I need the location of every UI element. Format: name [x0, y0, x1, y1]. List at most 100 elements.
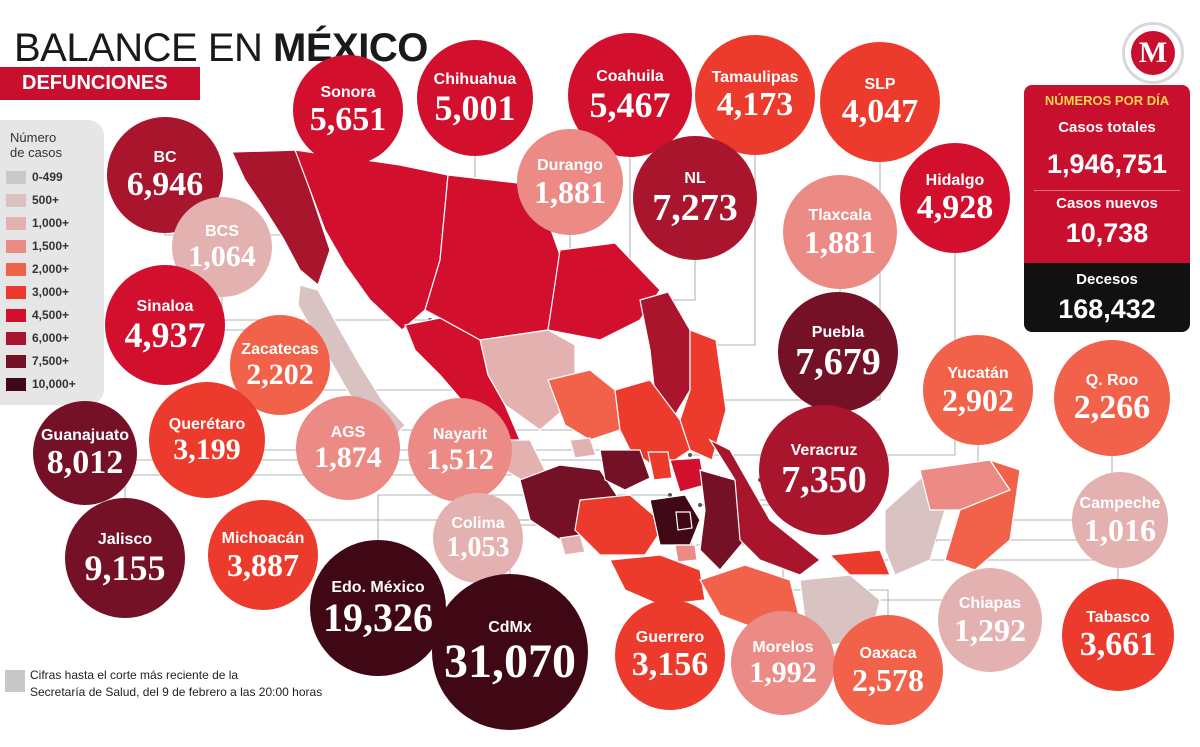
state-label: Nayarit [432, 425, 488, 443]
legend-label: 3,000+ [32, 285, 70, 299]
bubble-puebla: Puebla 7,679 [778, 292, 898, 412]
legend-title-line2: de casos [10, 145, 63, 160]
bubble-chiapas: Chiapas 1,292 [938, 568, 1042, 672]
state-regions [231, 149, 1021, 646]
state-label: BCS [205, 222, 239, 240]
legend-swatch [6, 377, 26, 391]
state-value: 1,064 [188, 239, 256, 273]
state-label: Campeche [1079, 494, 1161, 512]
legend-item-5: 3,000+ [6, 283, 69, 301]
state-label: Sonora [320, 83, 376, 101]
state-label: Oaxaca [859, 644, 917, 662]
state-label: Morelos [752, 638, 814, 656]
legend-item-6: 4,500+ [6, 306, 69, 324]
region-cdmx [675, 511, 693, 531]
title-light: BALANCE EN [14, 26, 274, 70]
state-value: 8,012 [46, 443, 124, 481]
region-veracruz [708, 438, 821, 576]
state-value: 6,946 [126, 165, 204, 203]
state-label: Sinaloa [136, 297, 194, 315]
bubble-nl: NL 7,273 [633, 136, 757, 260]
state-value: 19,326 [323, 594, 433, 640]
state-label: Yucatán [947, 364, 1009, 382]
bubble-queretaro: Querétaro 3,199 [149, 382, 265, 498]
bubble-oaxaca: Oaxaca 2,578 [833, 615, 943, 725]
state-label: Colima [451, 514, 505, 532]
state-label: Hidalgo [925, 171, 985, 189]
state-label: AGS [330, 423, 366, 441]
legend-label: 2,000+ [32, 262, 70, 276]
footnote-line1: Cifras hasta el corte más reciente de la [30, 668, 239, 682]
state-value: 4,937 [124, 314, 206, 355]
state-value: 4,173 [716, 85, 794, 123]
state-value: 4,047 [841, 92, 919, 130]
bubble-durango: Durango 1,881 [517, 129, 623, 235]
footnote-swatch [5, 670, 25, 692]
legend-title-line1: Número [10, 130, 57, 145]
legend-item-8: 7,500+ [6, 352, 69, 370]
bubble-yucatan: Yucatán 2,902 [923, 335, 1033, 445]
bubble-sinaloa: Sinaloa 4,937 [105, 265, 225, 385]
state-value: 1,874 [314, 440, 382, 474]
bubble-slp: SLP 4,047 [820, 42, 940, 162]
legend-label: 10,000+ [32, 377, 76, 391]
legend-label: 4,500+ [32, 308, 70, 322]
state-label: Guerrero [635, 628, 705, 646]
region-guerrero [609, 554, 706, 606]
bubble-campeche: Campeche 1,016 [1072, 472, 1168, 568]
region-colima [559, 534, 586, 556]
total-cases-label: Casos totales [1058, 119, 1156, 136]
logo-letter: M [1131, 31, 1175, 75]
leader-anchor-edo-mexico [668, 493, 672, 497]
state-label: NL [684, 169, 706, 187]
legend-item-2: 1,000+ [6, 214, 69, 232]
state-value: 5,651 [309, 100, 387, 138]
legend-swatch [6, 239, 26, 253]
new-cases-value: 10,738 [1065, 218, 1149, 248]
bubble-tlaxcala: Tlaxcala 1,881 [783, 175, 897, 289]
bubble-ags: AGS 1,874 [296, 396, 400, 500]
legend-item-9: 10,000+ [6, 375, 76, 393]
deaths-label: Decesos [1076, 271, 1138, 288]
region-nl [639, 291, 691, 422]
legend-swatch [6, 170, 26, 184]
state-value: 7,350 [781, 458, 867, 501]
bubble-hidalgo: Hidalgo 4,928 [900, 143, 1010, 253]
bubble-cdmx: CdMx 31,070 [432, 574, 588, 730]
region-morelos [674, 544, 698, 563]
footnote: Cifras hasta el corte más reciente de la… [30, 667, 322, 701]
state-value: 1,992 [749, 655, 817, 689]
legend: Número de casos 0-499 500+ 1,000+ 1,500+ 2,00… [0, 120, 104, 405]
new-cases-label: Casos nuevos [1056, 195, 1158, 212]
legend-item-3: 1,500+ [6, 237, 69, 255]
state-label: Guanajuato [40, 426, 129, 444]
state-label: Chiapas [958, 594, 1022, 612]
legend-label: 1,000+ [32, 216, 70, 230]
state-value: 3,887 [227, 546, 299, 583]
state-value: 2,902 [942, 381, 1014, 418]
state-value: 2,202 [246, 357, 314, 391]
state-value: 1,016 [1084, 511, 1156, 548]
legend-label: 0-499 [32, 170, 63, 184]
bubble-tabasco: Tabasco 3,661 [1062, 579, 1174, 691]
state-value: 7,679 [795, 340, 881, 383]
state-value: 1,053 [446, 531, 510, 563]
state-label: SLP [864, 75, 896, 93]
state-value: 1,881 [804, 223, 876, 260]
section-subtitle: DEFUNCIONES [0, 67, 200, 100]
state-value: 1,881 [534, 173, 606, 210]
footnote-line2: Secretaría de Salud, del 9 de febrero a … [30, 685, 323, 699]
region-michoacan [574, 494, 666, 556]
region-hidalgo [669, 457, 706, 493]
legend-swatch [6, 216, 26, 230]
state-value: 3,661 [1079, 625, 1157, 663]
legend-swatch [6, 193, 26, 207]
region-tamaulipas [679, 329, 727, 461]
bubble-colima: Colima 1,053 [433, 493, 523, 583]
state-value: 1,292 [954, 611, 1026, 648]
state-label: Tamaulipas [711, 68, 799, 86]
state-label: Michoacán [221, 529, 305, 547]
daily-numbers-panel: NÚMEROS POR DÍA Casos totales 1,946,751 … [1024, 85, 1190, 332]
